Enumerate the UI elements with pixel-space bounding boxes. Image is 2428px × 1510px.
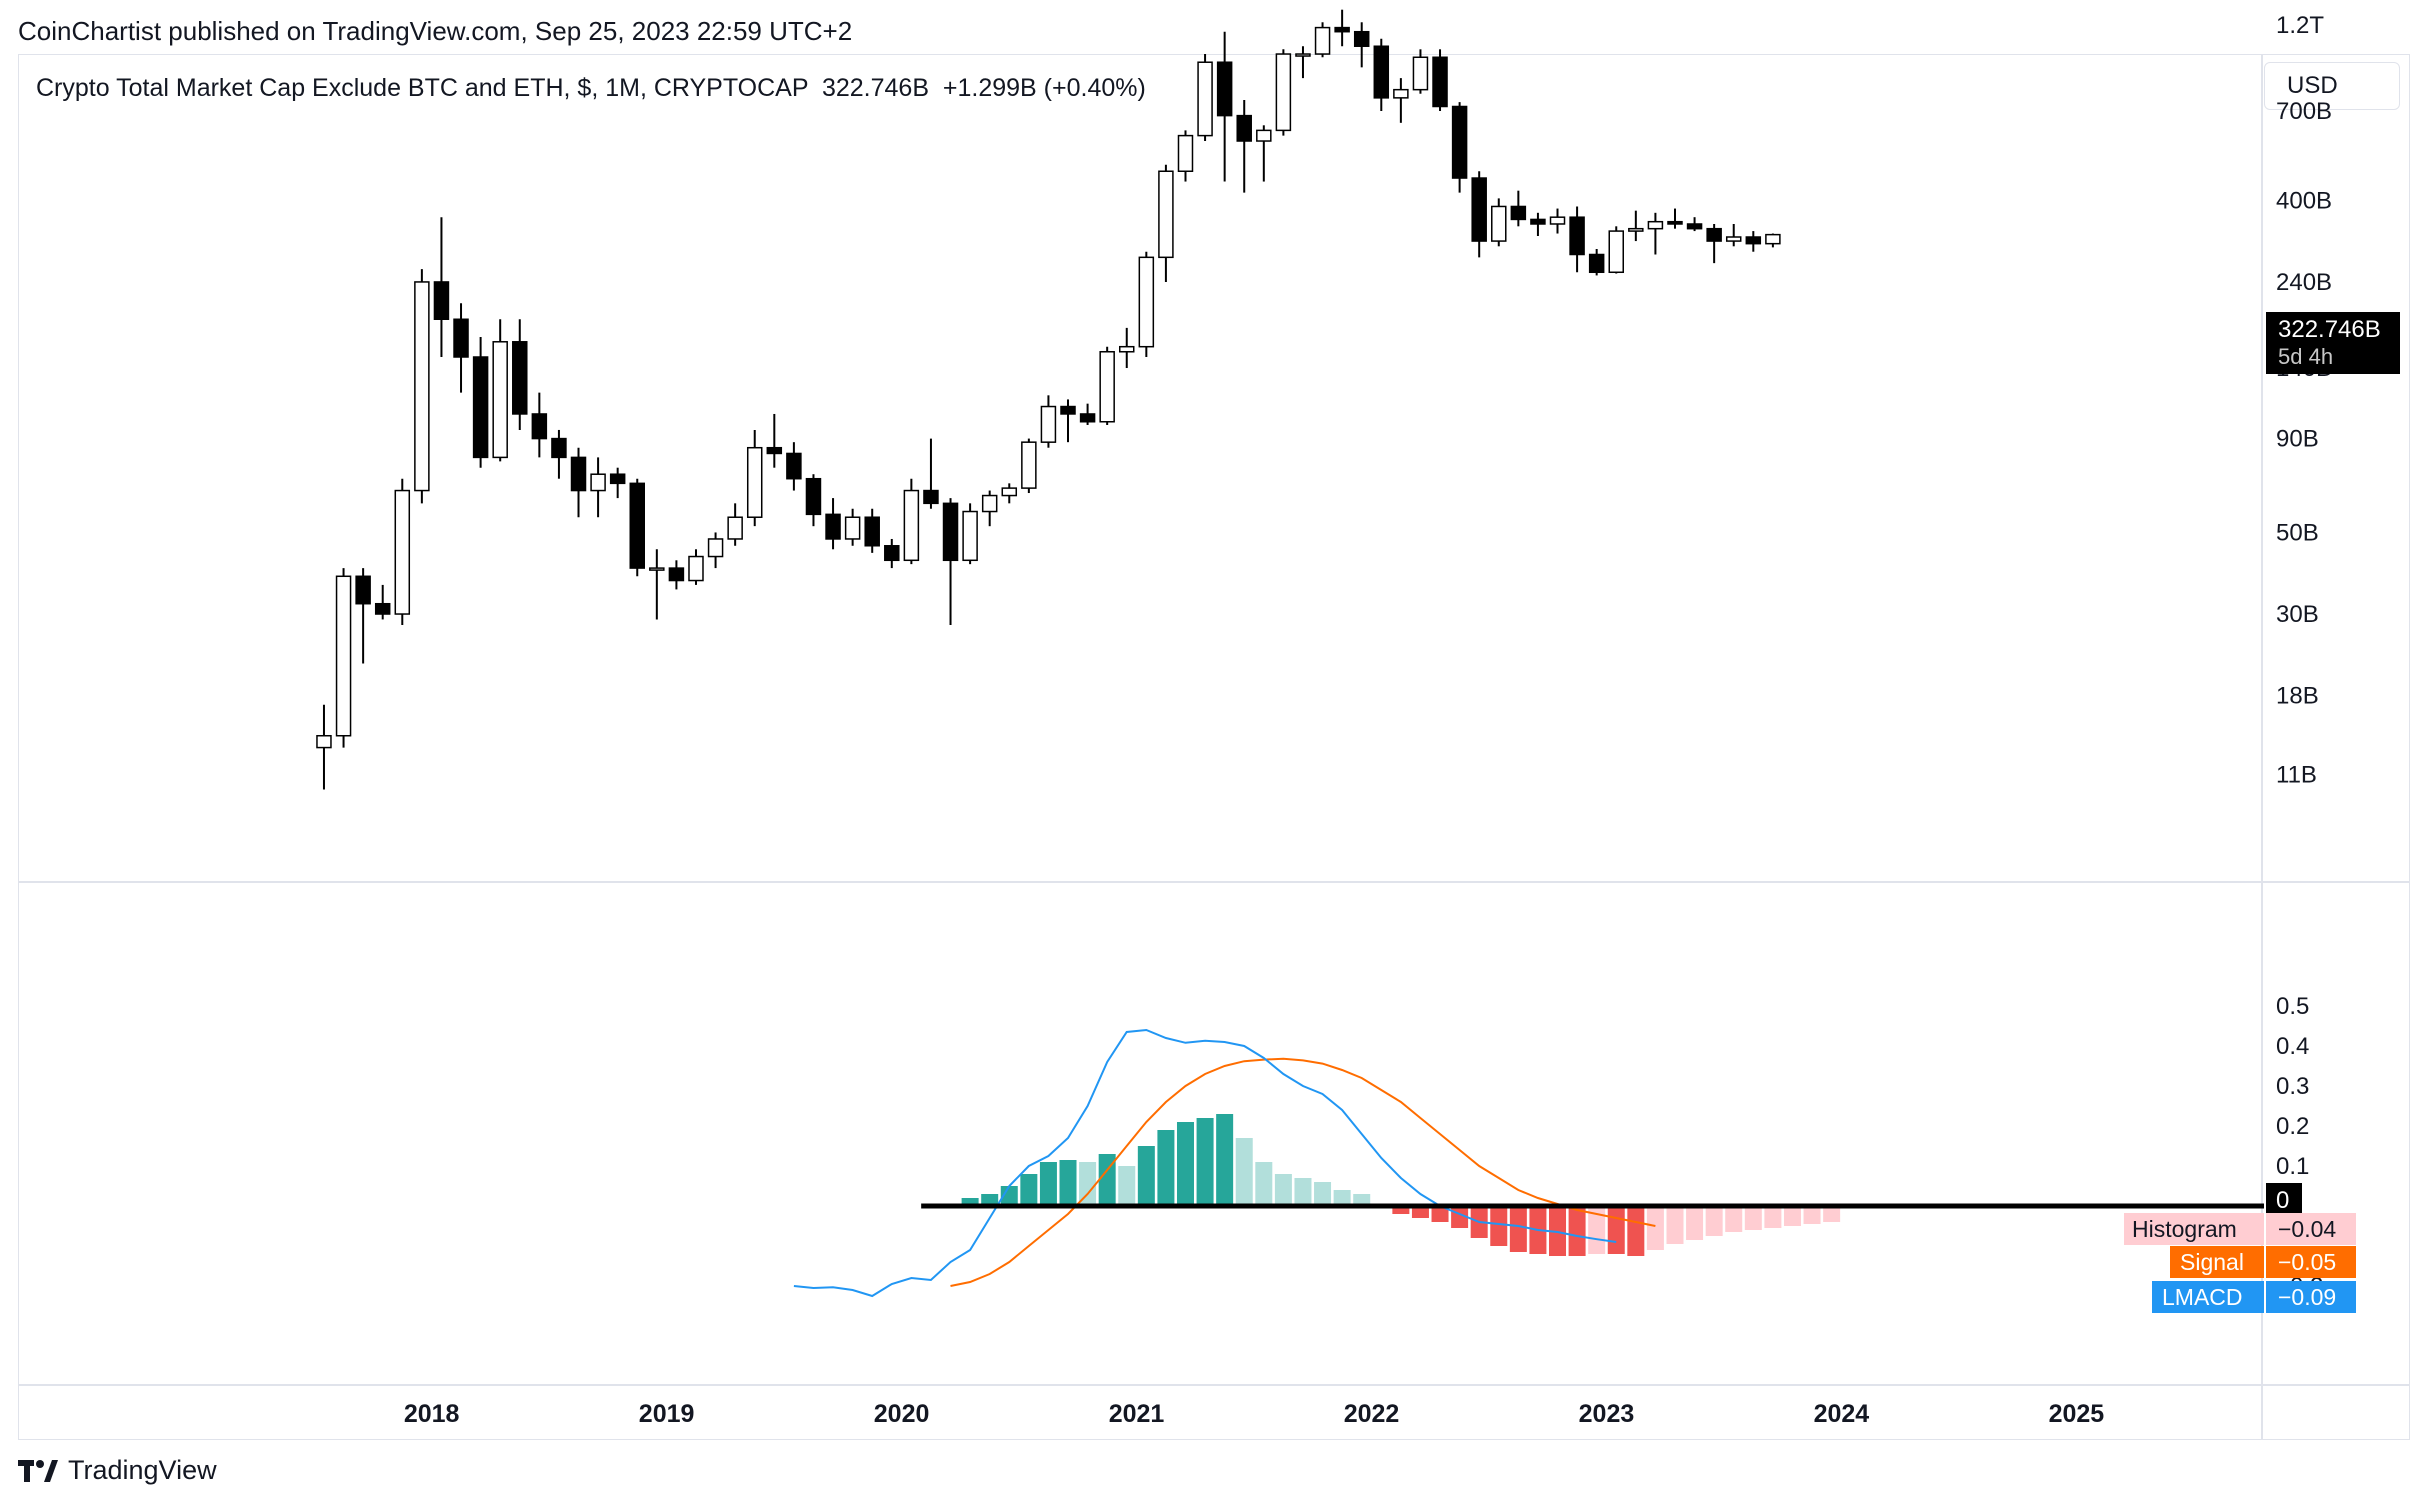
chart-frame [18,54,2410,1440]
price-tick-label: 1.2T [2276,12,2324,39]
candle [1314,22,1331,58]
footer-brand: TradingView [68,1455,217,1485]
tradingview-logo-icon [18,1459,58,1482]
published-info: CoinChartist published on TradingView.co… [18,16,853,46]
symbol-title: Crypto Total Market Cap Exclude BTC and … [36,74,1146,102]
candle [1334,9,1350,47]
currency-button[interactable]: USD [2264,62,2400,110]
footer: TradingView [18,1455,217,1486]
